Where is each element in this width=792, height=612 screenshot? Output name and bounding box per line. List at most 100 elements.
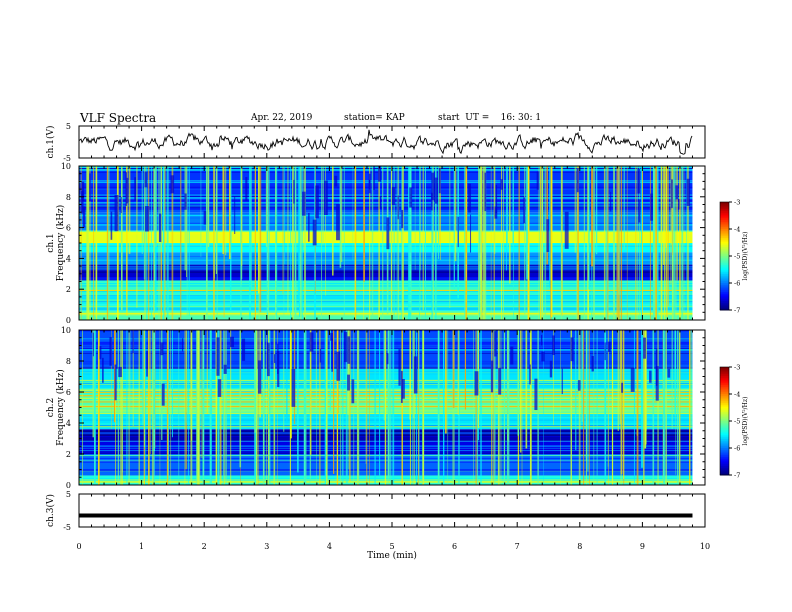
ch1-colorbar-segment [720, 238, 729, 241]
ch1-hline [79, 263, 693, 265]
ch1-sferic [166, 166, 168, 320]
ch1-waveform-ytick-label: -5 [63, 154, 71, 163]
ch2-quiet-patch [336, 351, 341, 381]
ch1-quiet-patch [158, 213, 162, 242]
ch2-sferic [521, 330, 523, 485]
ch2-sferic [581, 330, 584, 422]
ch1-quiet-patch [500, 179, 503, 190]
ch1-sferic [687, 166, 689, 320]
ch2-sferic [273, 330, 274, 485]
ch2-quiet-patch [549, 360, 553, 378]
ch1-sferic [228, 166, 231, 260]
ch2-sferic [257, 330, 259, 485]
ch1-quiet-patch [438, 167, 441, 194]
ch1-colorbar-segment [720, 203, 729, 207]
ch2-sferic [309, 330, 311, 485]
ch1-hline [79, 194, 693, 196]
ch1-sferic [676, 166, 678, 281]
ch2-sferic [497, 330, 500, 485]
ch2-sferic [553, 330, 554, 426]
ch2-sferic [166, 330, 169, 485]
ch1-sferic [352, 166, 354, 260]
ch2-colorbar-segment [720, 386, 729, 390]
ch2-colorbar-segment [720, 408, 729, 411]
ch2-sferic [690, 330, 693, 428]
ch2-sferic [333, 330, 335, 474]
ch1-sferic [222, 166, 225, 255]
ch1-colorbar-segment [720, 216, 729, 219]
ch1-sferic [424, 166, 426, 320]
ch1-colorbar-segment [720, 229, 729, 232]
ch1-sferic [89, 166, 91, 320]
start-time-label: start UT = 16: 30: 1 [438, 113, 542, 123]
ch2-sferic [645, 330, 647, 431]
ch1-sferic [549, 166, 551, 288]
ch2-sferic [128, 330, 130, 485]
ch2-sferic [412, 330, 414, 485]
ch2-colorbar-segment [720, 403, 729, 406]
ch2-sferic [633, 330, 635, 483]
ch2-ytick-label: 10 [61, 326, 71, 335]
ch1-hline [79, 277, 693, 279]
ch2-sferic [641, 330, 643, 468]
ch2-spectrogram [79, 330, 705, 486]
ch1-colorbar-segment [720, 234, 729, 237]
ch1-hline [79, 222, 693, 224]
ch1-sferic [527, 166, 530, 320]
ch1-sferic [673, 166, 676, 320]
ch2-sferic [283, 330, 285, 432]
ch1-sferic [595, 166, 598, 255]
ch1-hline [79, 281, 693, 284]
ch2-sferic [652, 330, 655, 485]
ch1-sferic [186, 166, 188, 320]
ch2-quiet-patch [277, 351, 280, 388]
ch2-quiet-patch [92, 332, 94, 357]
ch2-colorbar-segment [720, 422, 729, 426]
ch1-quiet-patch [245, 177, 248, 201]
ch2-sferic [153, 330, 155, 485]
ch1-sferic [409, 166, 411, 320]
ch2-colorbar-segment [720, 368, 729, 372]
ch1-sferic [675, 166, 677, 320]
ch1-quiet-patch [434, 177, 438, 204]
ch2-sferic [480, 330, 482, 485]
ch1-colorbar-segment [720, 248, 729, 252]
ch1-quiet-patch [203, 210, 207, 225]
ch2-quiet-patch [241, 338, 246, 361]
ch1-colorbar-segment [720, 275, 729, 279]
ch2-sferic [196, 330, 198, 484]
x-tick-label: 6 [452, 542, 457, 551]
ch1-sferic [215, 166, 217, 274]
ch2-quiet-patch [229, 336, 234, 348]
ch1-hline [79, 169, 693, 172]
ch1-hline [79, 299, 693, 301]
ch2-sferic [201, 330, 203, 459]
ch2-sferic [593, 330, 595, 485]
ch2-sferic [126, 330, 128, 485]
ch1-sferic [332, 166, 334, 276]
ch1-colorbar-segment [720, 209, 729, 212]
ch1-sferic [106, 166, 109, 320]
ch2-colorbar-segment [720, 433, 729, 436]
ch1-no-data [692, 166, 705, 320]
ch2-quiet-patch [291, 368, 296, 407]
ch2-sferic [223, 330, 225, 485]
ch1-hline [79, 259, 693, 261]
ch1-sferic [593, 166, 595, 320]
ch2-colorbar-tick-label: -5 [734, 418, 740, 426]
ch1-hline [79, 292, 693, 294]
x-tick-label: 3 [264, 542, 269, 551]
ch1-sferic [158, 166, 160, 320]
ch1-sferic [249, 166, 251, 320]
ch2-sferic [611, 330, 613, 485]
ch2-sferic [202, 330, 205, 485]
ch2-quiet-patch [591, 356, 594, 372]
ch2-sferic [219, 330, 221, 485]
ch1-sferic [184, 166, 187, 271]
ch2-colorbar-segment [720, 473, 729, 476]
ch1-colorbar-segment [720, 207, 729, 210]
ch1-quiet-patch [391, 186, 396, 206]
ch2-sferic [596, 330, 598, 485]
x-tick-label: 8 [577, 542, 582, 551]
ch1-colorbar-tick-label: -7 [734, 307, 740, 315]
